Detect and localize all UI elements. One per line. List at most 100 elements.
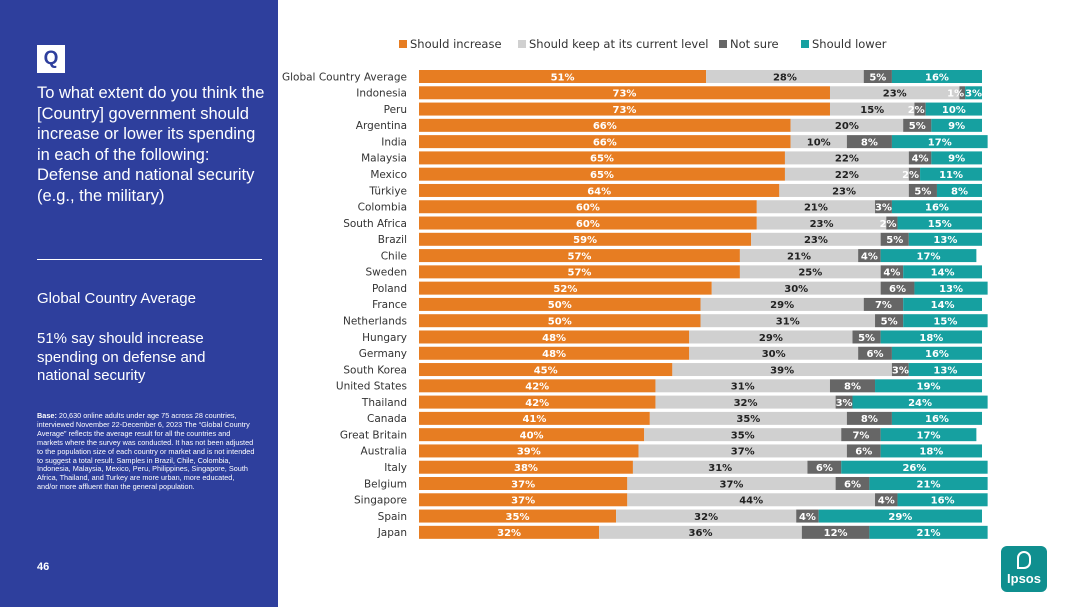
data-label: 13% — [933, 365, 957, 376]
data-label: 60% — [576, 203, 600, 214]
bar-segment — [779, 183, 909, 197]
data-label: 9% — [948, 154, 965, 165]
bar-segment — [936, 183, 982, 197]
data-label: 23% — [810, 219, 834, 230]
category-label: Türkiye — [368, 185, 407, 197]
data-label: 4% — [799, 512, 816, 523]
bar-segment — [801, 525, 870, 539]
data-label: 14% — [931, 300, 955, 311]
bar-segment — [756, 200, 876, 214]
bar-segment — [835, 395, 853, 409]
data-label: 2% — [880, 219, 897, 230]
data-label: 31% — [776, 317, 800, 328]
data-label: 42% — [525, 398, 549, 409]
bar-segment — [880, 265, 904, 279]
bar-segment — [869, 525, 988, 539]
bar-segment — [931, 118, 982, 132]
base-text: 20,630 online adults under age 75 across… — [37, 411, 255, 492]
bar-segment — [880, 232, 909, 246]
data-label: 32% — [734, 398, 758, 409]
category-label: Thailand — [361, 397, 407, 409]
data-label: 5% — [858, 333, 875, 344]
bar-segment — [790, 118, 904, 132]
data-label: 9% — [948, 121, 965, 132]
data-label: 16% — [925, 72, 949, 83]
bar-segment — [599, 525, 802, 539]
bar-segment — [869, 477, 988, 490]
data-label: 13% — [939, 284, 963, 295]
bar-segment — [419, 297, 701, 311]
category-label: India — [381, 136, 407, 148]
data-label: 4% — [912, 154, 929, 165]
question-text: To what extent do you think the [Country… — [37, 84, 265, 205]
data-label: 21% — [917, 479, 941, 490]
data-label: 37% — [731, 447, 755, 458]
bar-segment — [920, 167, 982, 181]
data-label: 17% — [917, 251, 941, 262]
legend-label-3: Should lower — [812, 37, 887, 51]
data-label: 32% — [694, 512, 718, 523]
data-label: 3% — [892, 365, 909, 376]
data-label: 5% — [886, 235, 903, 246]
data-label: 22% — [835, 154, 859, 165]
data-label: 5% — [909, 121, 926, 132]
category-label: South Africa — [343, 218, 407, 230]
data-label: 37% — [511, 496, 535, 507]
category-label: Hungary — [362, 332, 407, 344]
bar-segment — [655, 395, 836, 409]
data-label: 36% — [689, 528, 713, 539]
category-label: Chile — [381, 250, 407, 262]
data-label: 52% — [553, 284, 577, 295]
bar-segment — [419, 525, 600, 539]
category-label: South Korea — [343, 364, 407, 376]
data-label: 32% — [497, 528, 521, 539]
bar-segment — [829, 102, 915, 116]
data-label: 42% — [525, 382, 549, 393]
data-label: 24% — [908, 398, 932, 409]
bar-segment — [627, 477, 836, 490]
data-label: 16% — [931, 496, 955, 507]
bar-segment — [846, 411, 892, 425]
divider — [37, 259, 262, 260]
data-label: 7% — [852, 430, 869, 441]
data-label: 11% — [939, 170, 963, 181]
data-label: 5% — [914, 186, 931, 197]
bar-segment — [846, 444, 881, 458]
bar-segment — [784, 151, 909, 165]
bar-segment — [419, 86, 830, 100]
bar-segment — [875, 200, 892, 214]
data-label: 2% — [908, 105, 925, 116]
data-label: 40% — [520, 430, 544, 441]
bar-segment — [632, 460, 808, 474]
bar-segment — [807, 460, 842, 474]
bar-segment — [925, 102, 982, 116]
legend-swatch-1 — [518, 40, 526, 48]
data-label: 38% — [514, 463, 538, 474]
data-label: 23% — [804, 235, 828, 246]
ipsos-logo: Ipsos — [1001, 546, 1047, 592]
bar-segment — [897, 216, 982, 230]
bar-segment — [419, 379, 656, 393]
bar-segment — [419, 346, 690, 360]
legend-swatch-3 — [801, 40, 809, 48]
data-label: 39% — [517, 447, 541, 458]
data-label: 13% — [933, 235, 957, 246]
data-label: 48% — [542, 349, 566, 360]
bar-segment — [739, 265, 881, 279]
data-label: 73% — [613, 105, 637, 116]
data-label: 3% — [875, 203, 892, 214]
data-label: 37% — [719, 479, 743, 490]
data-label: 8% — [951, 186, 968, 197]
data-label: 15% — [860, 105, 884, 116]
category-label: Malaysia — [361, 153, 407, 165]
data-label: 59% — [573, 235, 597, 246]
data-label: 57% — [567, 251, 591, 262]
data-label: 37% — [511, 479, 535, 490]
bar-segment — [908, 167, 921, 181]
bar-segment — [419, 200, 757, 214]
data-label: 21% — [917, 528, 941, 539]
legend-label-0: Should increase — [410, 37, 502, 51]
data-label: 45% — [534, 365, 558, 376]
legend-label-1: Should keep at its current level — [529, 37, 708, 51]
bar-segment — [711, 281, 881, 295]
